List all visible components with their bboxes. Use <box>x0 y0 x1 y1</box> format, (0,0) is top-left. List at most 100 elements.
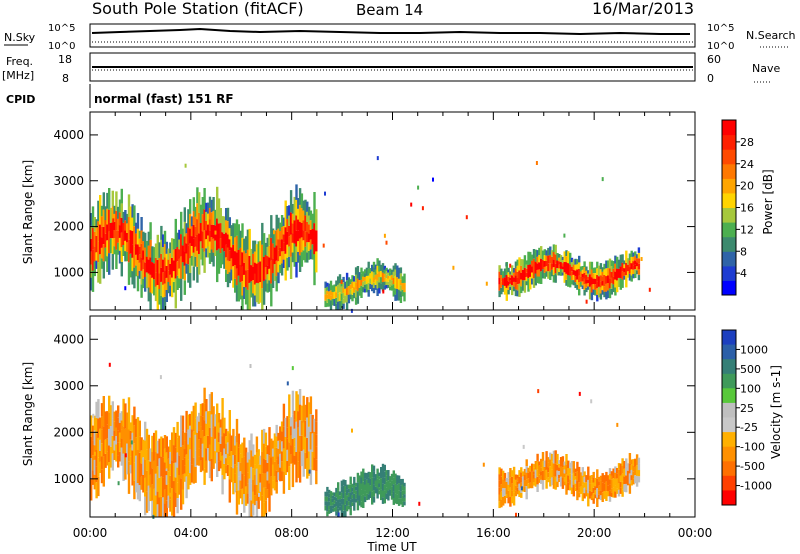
echo-cell <box>216 186 219 219</box>
echo-cell <box>237 249 240 276</box>
echo-cell <box>607 485 610 492</box>
echo-cell <box>180 446 183 479</box>
echo-cell <box>608 490 612 497</box>
echo-cell <box>248 459 251 479</box>
echo-cell <box>288 215 291 226</box>
echo-cell <box>192 266 195 281</box>
echo-cell <box>291 242 295 253</box>
echo-cell <box>554 244 557 255</box>
echo-cell <box>394 493 397 504</box>
echo-cell <box>288 226 291 237</box>
echo-cell <box>590 284 594 293</box>
echo-cell <box>500 476 503 485</box>
echo-cell <box>219 427 222 436</box>
echo-cell <box>302 230 305 241</box>
echo-cell <box>183 473 186 482</box>
echo-cell <box>403 282 406 293</box>
echo-cell <box>380 277 383 284</box>
echo-cell <box>344 281 347 289</box>
echo-cell <box>532 471 536 475</box>
echo-cell <box>596 268 599 275</box>
echo-cell <box>578 482 581 488</box>
echo-cell <box>286 449 289 461</box>
echo-cell <box>169 463 172 476</box>
echo-cell <box>165 452 168 469</box>
echo-cell <box>603 475 606 483</box>
echo-cell <box>351 498 354 503</box>
echo-cell <box>567 460 570 468</box>
echo-cell <box>205 230 208 240</box>
echo-cell <box>153 263 156 280</box>
echo-cell <box>90 479 93 501</box>
echo-cell <box>540 246 543 259</box>
echo-cell <box>133 443 136 463</box>
echo-cell <box>522 444 525 449</box>
echo-cell <box>569 484 572 491</box>
echo-cell <box>115 453 118 462</box>
echo-cell <box>183 457 186 466</box>
echo-cell <box>634 260 637 265</box>
echo-cell <box>124 230 127 241</box>
echo-cell <box>158 458 161 478</box>
echo-cell <box>543 249 546 256</box>
echo-cell <box>225 428 228 437</box>
echo-cell <box>108 231 111 254</box>
echo-cell <box>239 471 242 481</box>
echo-cell <box>342 282 345 288</box>
echo-cell <box>532 258 536 269</box>
echo-cell <box>634 475 637 484</box>
echo-cell <box>151 262 154 278</box>
echo-cell <box>124 240 127 252</box>
echo-cell <box>552 252 556 260</box>
echo-cell <box>378 487 381 491</box>
echo-cell <box>243 493 246 513</box>
echo-cell <box>298 404 302 421</box>
echo-cell <box>135 222 138 234</box>
echo-cell <box>219 208 222 223</box>
echo-cell <box>140 270 143 285</box>
echo-cell <box>527 251 530 265</box>
echo-cell <box>632 478 635 485</box>
echo-cell <box>520 259 523 266</box>
echo-cell <box>581 266 584 270</box>
echo-cell <box>392 477 395 485</box>
echo-cell <box>531 266 534 273</box>
echo-cell <box>207 423 210 436</box>
echo-cell <box>563 272 566 283</box>
echo-cell <box>637 269 641 275</box>
echo-cell <box>563 473 566 478</box>
echo-cell <box>538 262 541 270</box>
cpid-value: normal (fast) 151 RF <box>94 92 234 106</box>
echo-cell <box>570 474 574 481</box>
echo-cell <box>174 278 177 309</box>
echo-cell <box>223 463 226 480</box>
echo-cell <box>160 496 163 517</box>
echo-cell <box>130 440 133 445</box>
echo-cell <box>536 256 539 264</box>
echo-cell <box>176 261 179 276</box>
velocity-ylabel: Slant Range [km] <box>21 362 35 466</box>
colorbar-tick-label: 25 <box>740 402 754 415</box>
echo-cell <box>302 210 305 221</box>
echo-cell <box>165 253 168 266</box>
echo-cell <box>196 266 199 283</box>
echo-cell <box>554 450 557 464</box>
echo-cell <box>111 436 114 454</box>
echo-cell <box>511 275 514 286</box>
echo-cell <box>198 421 201 431</box>
echo-cell <box>500 275 503 282</box>
echo-cell <box>590 479 594 484</box>
echo-cell <box>120 420 123 430</box>
echo-cell <box>266 480 269 490</box>
echo-cell <box>516 474 519 479</box>
echo-cell <box>165 436 168 453</box>
echo-cell <box>194 216 197 227</box>
echo-cell <box>599 281 603 288</box>
echo-cell <box>597 286 601 298</box>
nsky-tick-top-left: 10^5 <box>48 23 75 34</box>
echo-cell <box>592 477 595 483</box>
echo-cell <box>621 458 624 466</box>
echo-cell <box>369 283 372 290</box>
echo-cell <box>354 498 358 503</box>
echo-cell <box>558 478 561 482</box>
